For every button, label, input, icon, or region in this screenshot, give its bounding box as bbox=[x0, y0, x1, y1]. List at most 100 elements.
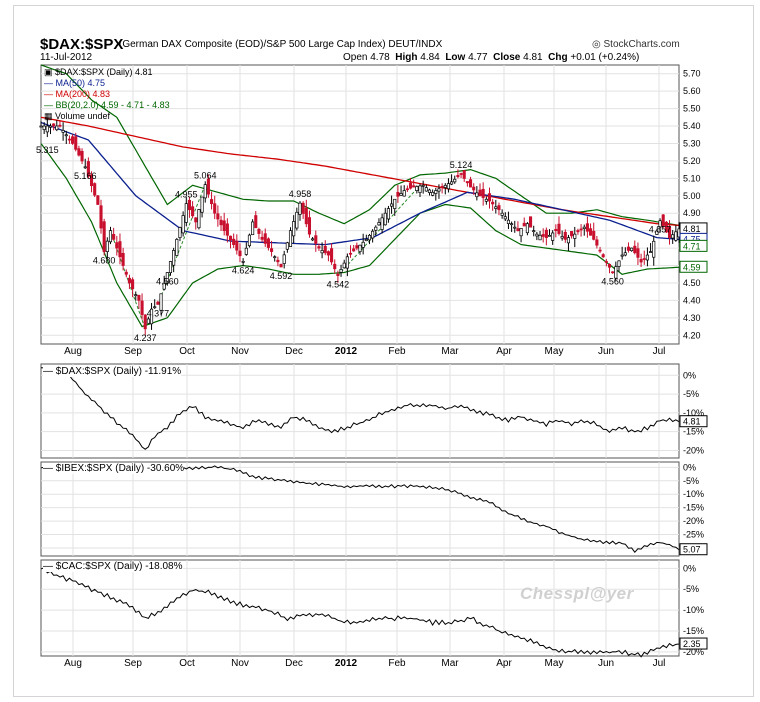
low-value: 4.77 bbox=[468, 52, 488, 63]
low-label: Low bbox=[445, 52, 466, 63]
candle-body bbox=[383, 212, 387, 226]
candle-body bbox=[222, 220, 226, 232]
candle-body bbox=[210, 199, 214, 205]
candle-body bbox=[402, 190, 406, 197]
candle-body bbox=[336, 273, 340, 276]
price-annotation: 5.064 bbox=[194, 171, 217, 181]
price-tag-label: 4.81 bbox=[683, 224, 701, 234]
price-tag-label: 4.59 bbox=[683, 262, 701, 272]
candle-body bbox=[102, 221, 106, 252]
x-tick-label: Jun bbox=[598, 658, 614, 669]
candle-body bbox=[367, 234, 372, 241]
legend-bb-text: BB(20,2.0) 4.59 - 4.71 - 4.83 bbox=[55, 100, 170, 110]
candle-body bbox=[412, 185, 416, 188]
y-tick-label: 4.30 bbox=[683, 313, 701, 323]
candle-body bbox=[48, 125, 53, 128]
candle-body bbox=[497, 205, 501, 211]
y-tick-label: -15% bbox=[683, 503, 704, 513]
candle-body bbox=[446, 183, 450, 190]
panel-dax-swatch: — bbox=[43, 366, 56, 377]
candle-body bbox=[263, 233, 267, 244]
y-tick-label: 0% bbox=[683, 370, 696, 380]
candle-body bbox=[465, 181, 469, 184]
candle-body bbox=[213, 203, 217, 214]
candle-body bbox=[74, 136, 78, 150]
candle-body bbox=[532, 230, 536, 233]
candle-body bbox=[342, 262, 346, 269]
watermark: Chesspl@yer bbox=[520, 584, 634, 603]
y-tick-label: -5% bbox=[683, 476, 699, 486]
candle-body bbox=[131, 279, 135, 290]
performance-line bbox=[40, 367, 680, 450]
y-tick-label: 5.60 bbox=[683, 86, 701, 96]
y-tick-label: 4.50 bbox=[683, 278, 701, 288]
value-tag-box bbox=[679, 637, 708, 650]
candle-body bbox=[459, 173, 463, 175]
legend-main-icon: ▣ bbox=[44, 67, 56, 77]
y-tick-label: -15% bbox=[683, 427, 704, 437]
candle-body bbox=[456, 175, 460, 178]
candle-body bbox=[674, 231, 678, 241]
candle-body bbox=[519, 227, 523, 237]
x-tick-label: Nov bbox=[231, 346, 249, 357]
candle-body bbox=[333, 263, 337, 270]
candle-body bbox=[61, 130, 65, 133]
x-tick-label: Dec bbox=[285, 346, 303, 357]
candle-body bbox=[636, 248, 640, 258]
candle-body bbox=[42, 125, 46, 130]
y-tick-label: -10% bbox=[683, 605, 704, 615]
high-value: 4.84 bbox=[420, 52, 440, 63]
candle-body bbox=[415, 186, 419, 191]
candle-body bbox=[86, 161, 90, 177]
x-tick-label: Jul bbox=[653, 658, 666, 669]
candle-body bbox=[611, 271, 615, 274]
candle-body bbox=[317, 246, 321, 249]
candle-body bbox=[260, 236, 264, 240]
candle-body bbox=[323, 246, 327, 254]
panel-border bbox=[40, 64, 680, 345]
open-value: 4.78 bbox=[370, 52, 390, 63]
legend-volume: ▦ Volume undef bbox=[44, 111, 110, 122]
candle-body bbox=[576, 230, 580, 233]
performance-line bbox=[40, 465, 680, 553]
candle-body bbox=[390, 203, 394, 207]
candle-body bbox=[652, 240, 656, 258]
x-tick-label: Mar bbox=[441, 346, 459, 357]
candle-body bbox=[352, 248, 356, 252]
legend-main: ▣ $DAX:$SPX (Daily) 4.81 bbox=[44, 67, 153, 78]
candle-body bbox=[630, 247, 634, 252]
y-tick-label: -20% bbox=[683, 516, 704, 526]
x-tick-label: Feb bbox=[388, 658, 406, 669]
candle-body bbox=[617, 260, 621, 267]
x-tick-label: Apr bbox=[496, 658, 512, 669]
candle-body bbox=[427, 189, 432, 193]
x-tick-label: Mar bbox=[441, 658, 459, 669]
brand-logo[interactable]: ◎ StockCharts.com bbox=[592, 39, 680, 50]
price-tag-label: 4.75 bbox=[683, 234, 701, 244]
bollinger-upper-line bbox=[40, 64, 680, 226]
value-tag-label: 2.35 bbox=[683, 639, 701, 649]
candle-body bbox=[374, 226, 378, 231]
panel-border bbox=[40, 363, 680, 459]
brand-icon: ◎ bbox=[592, 39, 604, 50]
candle-body bbox=[544, 229, 548, 238]
candle-body bbox=[626, 246, 631, 251]
candle-body bbox=[118, 241, 122, 258]
candle-body bbox=[112, 233, 116, 240]
candle-body bbox=[393, 198, 397, 209]
price-annotation: 4.592 bbox=[270, 271, 293, 281]
x-tick-label: Sep bbox=[124, 658, 142, 669]
price-annotation: 4.624 bbox=[232, 265, 255, 275]
candle-body bbox=[604, 261, 608, 263]
x-tick-label: Aug bbox=[64, 658, 82, 669]
panel-dax-label: — $DAX:$SPX (Daily) -11.91% bbox=[43, 366, 182, 377]
candle-body bbox=[64, 134, 68, 137]
candle-body bbox=[187, 199, 191, 211]
candle-body bbox=[320, 250, 324, 254]
value-tag-box bbox=[679, 415, 708, 428]
candle-body bbox=[434, 190, 438, 194]
candle-body bbox=[595, 239, 599, 246]
x-tick-label: Dec bbox=[285, 658, 303, 669]
candle-body bbox=[238, 250, 242, 257]
candle-body bbox=[330, 248, 334, 263]
